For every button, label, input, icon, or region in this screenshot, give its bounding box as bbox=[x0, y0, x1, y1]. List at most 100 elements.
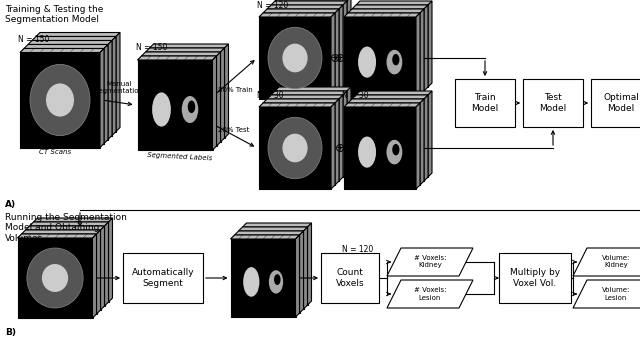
Bar bbox=[591, 79, 640, 127]
Polygon shape bbox=[108, 40, 112, 140]
Polygon shape bbox=[267, 95, 343, 99]
Text: Segmented Labels: Segmented Labels bbox=[147, 152, 212, 161]
Bar bbox=[267, 99, 339, 181]
Polygon shape bbox=[352, 5, 428, 9]
Text: N = 150: N = 150 bbox=[18, 36, 49, 44]
Polygon shape bbox=[93, 234, 97, 318]
Polygon shape bbox=[216, 52, 221, 146]
Bar bbox=[22, 234, 97, 314]
Bar bbox=[356, 95, 428, 177]
Polygon shape bbox=[141, 52, 221, 56]
Polygon shape bbox=[348, 99, 424, 103]
Polygon shape bbox=[296, 235, 300, 317]
Polygon shape bbox=[343, 91, 347, 177]
Polygon shape bbox=[339, 95, 343, 181]
Polygon shape bbox=[259, 13, 335, 17]
Bar bbox=[352, 99, 424, 181]
Text: B): B) bbox=[5, 328, 16, 337]
Polygon shape bbox=[352, 95, 428, 99]
Bar bbox=[523, 79, 583, 127]
Ellipse shape bbox=[42, 264, 68, 292]
Polygon shape bbox=[271, 91, 347, 95]
Text: N = 30: N = 30 bbox=[257, 91, 284, 100]
Polygon shape bbox=[263, 99, 339, 103]
Ellipse shape bbox=[282, 134, 308, 162]
Text: Volume:
Kidney: Volume: Kidney bbox=[602, 256, 630, 268]
Polygon shape bbox=[29, 222, 109, 226]
Bar bbox=[275, 1, 347, 83]
Polygon shape bbox=[275, 0, 351, 1]
Polygon shape bbox=[343, 1, 347, 87]
Bar bbox=[26, 230, 100, 310]
Text: Manual
Segmentation: Manual Segmentation bbox=[94, 81, 143, 94]
Polygon shape bbox=[347, 0, 351, 83]
Bar bbox=[20, 53, 100, 147]
Bar bbox=[271, 5, 343, 87]
Bar bbox=[344, 17, 416, 99]
Polygon shape bbox=[387, 280, 473, 308]
Polygon shape bbox=[24, 44, 108, 48]
Polygon shape bbox=[303, 227, 307, 309]
Polygon shape bbox=[104, 44, 108, 143]
Ellipse shape bbox=[243, 267, 259, 297]
Polygon shape bbox=[307, 223, 312, 305]
Polygon shape bbox=[104, 222, 109, 306]
Polygon shape bbox=[17, 234, 97, 238]
Polygon shape bbox=[335, 9, 339, 95]
Text: 20% Test: 20% Test bbox=[218, 127, 249, 133]
Bar bbox=[234, 235, 300, 313]
Polygon shape bbox=[112, 37, 116, 136]
Text: 80% Train: 80% Train bbox=[218, 87, 252, 93]
Polygon shape bbox=[234, 231, 303, 235]
Polygon shape bbox=[387, 248, 473, 276]
Bar bbox=[263, 13, 335, 95]
Text: N = 30: N = 30 bbox=[342, 91, 369, 100]
Polygon shape bbox=[100, 226, 104, 310]
Text: Test
Model: Test Model bbox=[540, 93, 566, 113]
Polygon shape bbox=[573, 248, 640, 276]
Polygon shape bbox=[344, 13, 420, 17]
Polygon shape bbox=[428, 1, 432, 87]
Text: ⊕: ⊕ bbox=[335, 52, 346, 64]
Bar bbox=[263, 103, 335, 185]
Polygon shape bbox=[22, 230, 100, 234]
Polygon shape bbox=[573, 280, 640, 308]
Polygon shape bbox=[356, 1, 432, 5]
Polygon shape bbox=[267, 5, 343, 9]
Ellipse shape bbox=[268, 27, 322, 89]
Polygon shape bbox=[28, 40, 112, 44]
Bar bbox=[259, 17, 331, 99]
Text: ⊕: ⊕ bbox=[330, 52, 340, 64]
Ellipse shape bbox=[152, 93, 171, 126]
Polygon shape bbox=[97, 230, 100, 314]
Bar bbox=[29, 226, 104, 306]
Bar bbox=[32, 40, 112, 136]
Polygon shape bbox=[259, 103, 335, 107]
Bar bbox=[455, 79, 515, 127]
Polygon shape bbox=[339, 5, 343, 91]
Polygon shape bbox=[150, 44, 228, 48]
Polygon shape bbox=[230, 235, 300, 239]
Ellipse shape bbox=[269, 270, 283, 294]
Polygon shape bbox=[424, 5, 428, 91]
Bar bbox=[141, 56, 216, 146]
Polygon shape bbox=[420, 9, 424, 95]
Ellipse shape bbox=[182, 96, 198, 123]
Polygon shape bbox=[138, 56, 216, 60]
Polygon shape bbox=[243, 223, 312, 227]
Polygon shape bbox=[109, 218, 113, 302]
Text: Automatically
Segment: Automatically Segment bbox=[132, 268, 195, 288]
Polygon shape bbox=[416, 13, 420, 99]
Text: Optimal
Model: Optimal Model bbox=[603, 93, 639, 113]
Bar bbox=[243, 227, 307, 305]
Bar bbox=[17, 238, 93, 318]
Polygon shape bbox=[26, 226, 104, 230]
Text: N = 150: N = 150 bbox=[136, 43, 167, 52]
Text: A): A) bbox=[5, 200, 16, 209]
Text: ⊕: ⊕ bbox=[335, 141, 346, 155]
Ellipse shape bbox=[30, 64, 90, 136]
Bar bbox=[352, 9, 424, 91]
Polygon shape bbox=[116, 33, 120, 132]
Bar bbox=[33, 222, 109, 302]
Ellipse shape bbox=[268, 117, 322, 179]
